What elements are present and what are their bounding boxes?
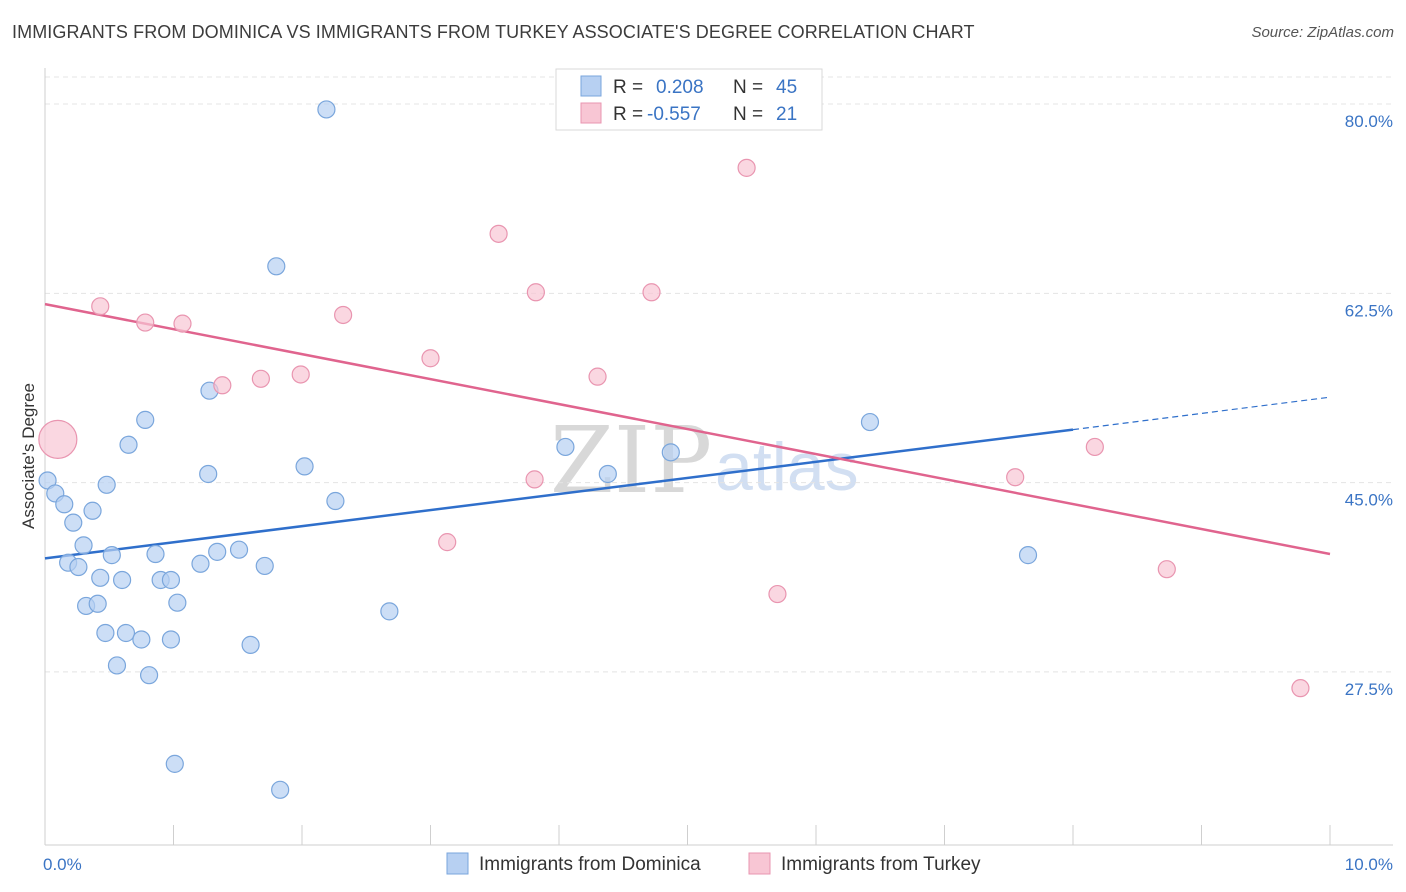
point-dominica bbox=[96, 623, 115, 643]
point-dominica bbox=[598, 464, 617, 484]
legend-r-label-turkey: R = bbox=[613, 104, 643, 125]
y-tick-labels: 27.5% 45.0% 62.5% 80.0% bbox=[1345, 112, 1393, 699]
point-dominica bbox=[91, 568, 110, 587]
x-tick-labels: 0.0% 10.0% bbox=[43, 855, 1393, 874]
point-turkey bbox=[334, 305, 353, 325]
y-tick-label: 45.0% bbox=[1345, 491, 1393, 510]
trendline-dominica-projection bbox=[1072, 396, 1331, 431]
point-dominica bbox=[255, 556, 274, 576]
chart-title: IMMIGRANTS FROM DOMINICA VS IMMIGRANTS F… bbox=[12, 22, 975, 42]
point-dominica bbox=[317, 100, 336, 119]
point-dominica bbox=[74, 536, 93, 555]
point-dominica bbox=[136, 410, 155, 429]
point-dominica bbox=[165, 754, 184, 773]
point-dominica bbox=[102, 546, 121, 565]
series-legend-label-dominica: Immigrants from Dominica bbox=[479, 854, 701, 875]
point-turkey bbox=[1006, 468, 1025, 487]
point-dominica bbox=[199, 464, 218, 484]
point-turkey bbox=[768, 584, 787, 604]
point-turkey bbox=[526, 283, 545, 302]
point-dominica bbox=[1018, 546, 1038, 565]
axes bbox=[44, 68, 1393, 846]
watermark: ZIP atlas bbox=[550, 407, 859, 514]
stats-legend: R = 0.208 N = 45 R = -0.557 N = 21 bbox=[555, 68, 823, 131]
legend-n-label-turkey: N = bbox=[733, 104, 763, 125]
point-dominica bbox=[229, 540, 249, 559]
legend-n-value-turkey: 21 bbox=[776, 104, 797, 125]
point-dominica bbox=[55, 495, 74, 514]
point-dominica bbox=[132, 630, 151, 649]
y-tick-label: 62.5% bbox=[1345, 301, 1393, 320]
point-turkey bbox=[525, 470, 544, 489]
point-turkey bbox=[136, 313, 155, 332]
point-turkey bbox=[1085, 437, 1104, 457]
legend-r-value-turkey: -0.557 bbox=[647, 104, 701, 125]
trendlines bbox=[44, 302, 1331, 560]
data-points bbox=[38, 100, 1310, 799]
chart-source: Source: ZipAtlas.com bbox=[1251, 24, 1394, 41]
point-turkey bbox=[91, 297, 110, 316]
point-turkey bbox=[1157, 560, 1176, 579]
point-turkey bbox=[438, 533, 457, 552]
point-dominica bbox=[119, 435, 138, 454]
legend-n-value-dominica: 45 bbox=[776, 77, 797, 98]
x-tick-label: 10.0% bbox=[1345, 855, 1393, 874]
legend-swatch-turkey bbox=[580, 102, 602, 124]
x-tick-label: 0.0% bbox=[43, 855, 82, 874]
y-tick-label: 27.5% bbox=[1345, 680, 1393, 699]
point-dominica bbox=[139, 666, 159, 685]
point-dominica bbox=[107, 656, 127, 675]
watermark-zip: ZIP bbox=[550, 407, 712, 514]
series-legend-label-turkey: Immigrants from Turkey bbox=[781, 854, 981, 875]
point-dominica bbox=[112, 570, 132, 590]
y-axis-label: Associate's Degree bbox=[19, 383, 38, 529]
point-turkey bbox=[213, 376, 232, 395]
point-dominica bbox=[380, 602, 399, 621]
point-dominica bbox=[661, 443, 680, 462]
point-dominica bbox=[88, 594, 107, 613]
point-turkey bbox=[642, 283, 661, 302]
point-dominica bbox=[267, 257, 286, 276]
series-legend: Immigrants from Dominica Immigrants from… bbox=[446, 852, 981, 875]
legend-r-label-dominica: R = bbox=[613, 77, 643, 98]
point-turkey bbox=[421, 349, 440, 368]
point-dominica bbox=[97, 475, 116, 494]
point-dominica bbox=[116, 623, 136, 643]
point-dominica bbox=[241, 635, 260, 654]
point-dominica bbox=[146, 544, 165, 564]
trendline-dominica bbox=[44, 428, 1074, 560]
legend-r-value-dominica: 0.208 bbox=[656, 77, 704, 98]
point-dominica bbox=[161, 630, 181, 649]
point-turkey bbox=[489, 224, 508, 243]
y-tick-label: 80.0% bbox=[1345, 112, 1393, 131]
point-turkey bbox=[251, 369, 270, 388]
point-dominica bbox=[271, 780, 290, 799]
gridlines bbox=[45, 76, 1393, 673]
point-turkey bbox=[588, 367, 607, 386]
point-dominica bbox=[168, 593, 187, 612]
point-turkey bbox=[291, 365, 310, 384]
point-dominica bbox=[860, 412, 880, 432]
point-turkey bbox=[737, 158, 756, 177]
series-legend-swatch-dominica bbox=[446, 852, 469, 875]
point-dominica bbox=[556, 437, 575, 457]
point-dominica bbox=[191, 554, 210, 573]
point-turkey bbox=[1291, 679, 1310, 698]
point-dominica bbox=[161, 570, 181, 590]
series-legend-swatch-turkey bbox=[748, 852, 771, 875]
legend-n-label-dominica: N = bbox=[733, 77, 763, 98]
point-dominica bbox=[64, 513, 83, 532]
point-turkey bbox=[38, 419, 78, 459]
point-dominica bbox=[326, 491, 345, 511]
watermark-atlas: atlas bbox=[715, 429, 859, 505]
point-dominica bbox=[208, 542, 227, 561]
point-dominica bbox=[69, 557, 88, 577]
trendline-turkey bbox=[44, 302, 1331, 556]
point-turkey bbox=[173, 314, 192, 333]
point-dominica bbox=[83, 501, 102, 520]
point-dominica bbox=[295, 457, 314, 476]
legend-swatch-dominica bbox=[580, 75, 602, 97]
